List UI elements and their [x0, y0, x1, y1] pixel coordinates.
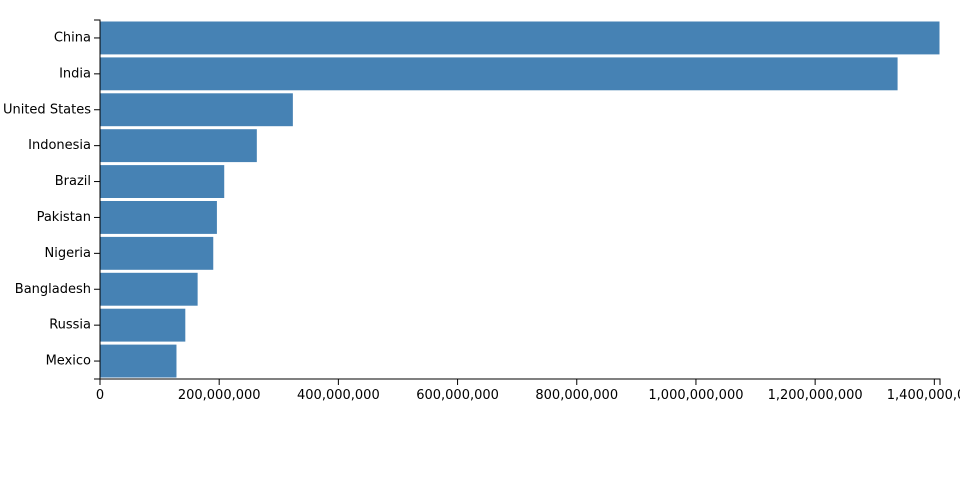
bar-indonesia — [99, 128, 258, 164]
y-tick-label-china: China — [54, 30, 91, 45]
bar-united-states — [99, 92, 294, 128]
y-tick-label-nigeria: Nigeria — [44, 246, 91, 261]
y-tick-label-russia: Russia — [49, 318, 91, 333]
y-tick-label-indonesia: Indonesia — [28, 138, 91, 153]
bar-mexico — [99, 343, 178, 379]
bar-china — [99, 20, 941, 56]
x-axis-line — [99, 378, 941, 385]
y-tick-label-mexico: Mexico — [46, 354, 91, 369]
bar-india — [99, 56, 899, 92]
x-tick-label-2: 400,000,000 — [297, 388, 380, 403]
x-tick-label-4: 800,000,000 — [535, 388, 618, 403]
y-tick-label-india: India — [59, 66, 91, 81]
bar-bangladesh — [99, 271, 199, 307]
x-tick-label-0: 0 — [96, 388, 104, 403]
bars-group — [99, 20, 941, 379]
bar-pakistan — [99, 200, 218, 235]
bar-brazil — [99, 164, 226, 200]
y-tick-label-pakistan: Pakistan — [37, 210, 91, 225]
x-tick-label-7: 1,400,000,000 — [887, 388, 960, 403]
y-axis-line — [94, 19, 101, 380]
x-axis: 0 200,000,000 400,000,000 600,000,000 800,00… — [96, 378, 960, 403]
y-tick-label-united-states: United States — [3, 102, 91, 117]
y-tick-label-brazil: Brazil — [55, 174, 91, 189]
y-axis: China India United States Indonesia Brazil Pa… — [3, 19, 101, 380]
x-tick-label-6: 1,200,000,000 — [768, 388, 863, 403]
bar-nigeria — [99, 235, 215, 271]
x-tick-label-3: 600,000,000 — [416, 388, 499, 403]
x-tick-label-5: 1,000,000,000 — [648, 388, 743, 403]
y-tick-label-bangladesh: Bangladesh — [15, 282, 91, 297]
bar-russia — [99, 307, 187, 343]
x-tick-label-1: 200,000,000 — [178, 388, 261, 403]
